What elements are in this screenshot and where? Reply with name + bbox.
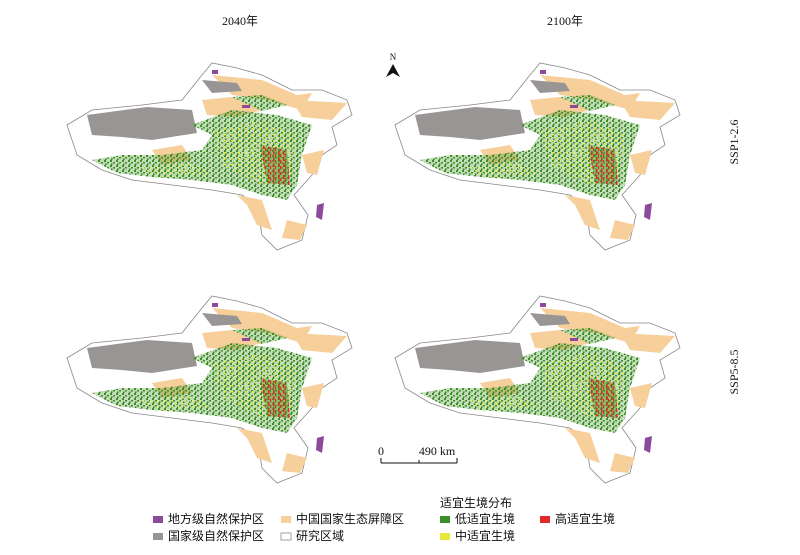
legend-swatch bbox=[281, 516, 291, 523]
north-arrow bbox=[386, 64, 400, 77]
column-title: 2040年 bbox=[222, 14, 258, 28]
legend: 地方级自然保护区 国家级自然保护区 中国国家生态屏障区 研究区域 适宜生境分布 … bbox=[153, 495, 615, 543]
map-panel bbox=[66, 295, 353, 484]
legend-title: 适宜生境分布 bbox=[440, 495, 512, 510]
legend-swatch bbox=[153, 516, 163, 523]
legend-swatch bbox=[440, 516, 450, 523]
legend-label: 低适宜生境 bbox=[455, 511, 515, 526]
row-label: SSP5-8.5 bbox=[727, 349, 741, 394]
legend-label: 国家级自然保护区 bbox=[168, 528, 264, 543]
legend-label: 中适宜生境 bbox=[455, 528, 515, 543]
legend-label: 高适宜生境 bbox=[555, 511, 615, 526]
column-title: 2100年 bbox=[547, 14, 583, 28]
scale-label: 0 bbox=[378, 444, 384, 458]
legend-swatch bbox=[153, 533, 163, 540]
legend-label: 研究区域 bbox=[296, 528, 344, 543]
legend-swatch bbox=[540, 516, 550, 523]
legend-swatch bbox=[440, 533, 450, 540]
map-panel bbox=[394, 62, 681, 251]
north-label: N bbox=[390, 52, 397, 62]
legend-swatch bbox=[280, 532, 292, 541]
map-panel bbox=[66, 62, 353, 251]
scale-label: 490 km bbox=[419, 444, 456, 458]
legend-label: 地方级自然保护区 bbox=[168, 511, 264, 526]
legend-label: 中国国家生态屏障区 bbox=[296, 511, 404, 526]
row-label: SSP1-2.6 bbox=[727, 119, 741, 164]
scale-bar bbox=[380, 458, 458, 464]
